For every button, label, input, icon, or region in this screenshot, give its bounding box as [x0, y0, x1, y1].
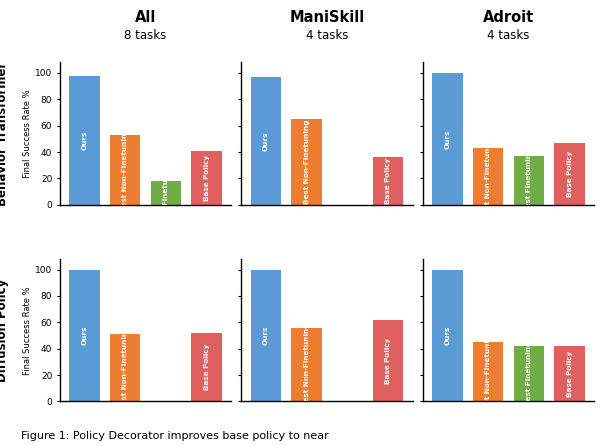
Bar — [110, 135, 140, 205]
Text: Best Non-Finetuning: Best Non-Finetuning — [122, 128, 128, 212]
Bar — [69, 269, 100, 401]
Text: Best Non-Finetuning: Best Non-Finetuning — [122, 326, 128, 410]
Text: 8 tasks: 8 tasks — [124, 29, 167, 42]
Text: Best Finetuning: Best Finetuning — [526, 148, 532, 213]
Text: Base Policy: Base Policy — [566, 351, 572, 397]
Text: 4 tasks: 4 tasks — [306, 29, 348, 42]
Text: Diffusion Policy: Diffusion Policy — [0, 279, 10, 382]
Text: Behavior Transformer: Behavior Transformer — [0, 62, 10, 206]
Bar — [110, 334, 140, 401]
Text: Ours: Ours — [263, 326, 269, 345]
Text: 4 tasks: 4 tasks — [487, 29, 530, 42]
Text: Ours: Ours — [82, 131, 88, 150]
Bar — [554, 346, 585, 401]
Text: Best Non-Finetuning: Best Non-Finetuning — [304, 120, 310, 204]
Text: Ours: Ours — [82, 326, 88, 345]
Text: Base Policy: Base Policy — [566, 151, 572, 197]
Bar — [292, 119, 322, 205]
Bar — [251, 269, 281, 401]
Bar — [191, 151, 222, 205]
Bar — [473, 148, 503, 205]
Text: Base Policy: Base Policy — [204, 344, 210, 390]
Bar — [151, 181, 181, 205]
Bar — [251, 77, 281, 205]
Text: Adroit: Adroit — [483, 10, 534, 25]
Text: Ours: Ours — [263, 131, 269, 151]
Y-axis label: Final Success Rate %: Final Success Rate % — [23, 89, 32, 178]
Text: Best Non-Finetuning: Best Non-Finetuning — [485, 134, 491, 219]
Y-axis label: Final Success Rate %: Final Success Rate % — [23, 286, 32, 375]
Bar — [373, 320, 403, 401]
Text: Figure 1: Policy Decorator improves base policy to near: Figure 1: Policy Decorator improves base… — [21, 431, 329, 441]
Text: Base Policy: Base Policy — [204, 155, 210, 201]
Text: Best Finetuning: Best Finetuning — [163, 161, 169, 226]
Text: Best Non-Finetuning: Best Non-Finetuning — [304, 322, 310, 407]
Text: All: All — [135, 10, 156, 25]
Bar — [69, 76, 100, 205]
Text: Best Non-Finetuning: Best Non-Finetuning — [485, 330, 491, 414]
Bar — [473, 342, 503, 401]
Text: Base Policy: Base Policy — [385, 158, 391, 204]
Text: Best Finetuning: Best Finetuning — [526, 341, 532, 406]
Bar — [292, 327, 322, 401]
Bar — [514, 346, 544, 401]
Bar — [554, 143, 585, 205]
Bar — [432, 269, 463, 401]
Text: Base Policy: Base Policy — [385, 337, 391, 384]
Bar — [191, 333, 222, 401]
Text: Ours: Ours — [444, 326, 450, 345]
Bar — [514, 156, 544, 205]
Text: ManiSkill: ManiSkill — [289, 10, 365, 25]
Bar — [373, 157, 403, 205]
Text: Ours: Ours — [444, 129, 450, 149]
Bar — [432, 73, 463, 205]
